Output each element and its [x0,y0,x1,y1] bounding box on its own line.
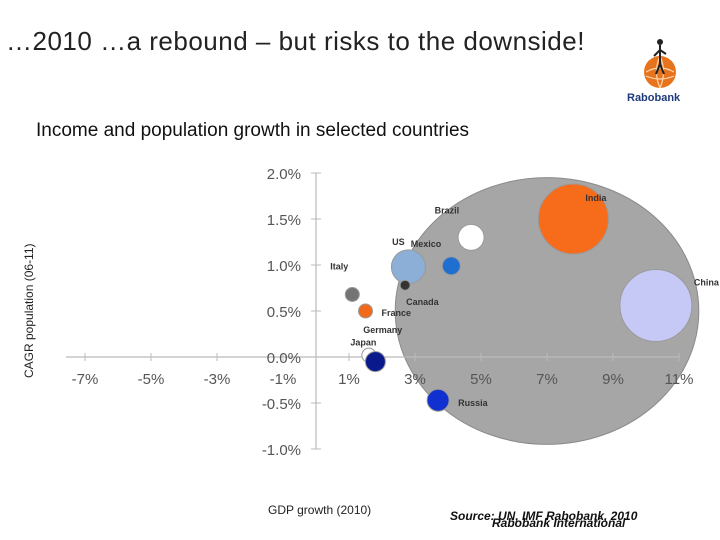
bubble-label-germany: Germany [363,325,402,335]
x-tick-label: -1% [270,371,297,388]
bubble-mexico [441,256,461,276]
bubble-label-france: France [382,308,412,318]
bubble-us [390,249,426,285]
x-tick-label: -3% [204,371,231,388]
bubble-japan [364,351,386,373]
bubble-label-canada: Canada [406,297,440,307]
y-tick-label: -1.0% [262,442,301,459]
bubble-italy [344,286,360,302]
x-tick-label: 9% [602,371,624,388]
bubble-label-brazil: Brazil [435,205,460,215]
source-note-org: Rabobank International [492,516,626,530]
y-tick-label: 2.0% [267,166,301,183]
bubble-label-china: China [694,277,720,287]
bubble-france [358,303,373,319]
x-tick-label: 7% [536,371,558,388]
x-tick-label: -5% [138,371,165,388]
y-tick-label: 0.0% [267,350,301,367]
bubble-label-russia: Russia [458,398,489,408]
bubble-canada [399,279,411,291]
y-tick-label: 1.0% [267,258,301,275]
bubble-russia [426,388,450,412]
source-note: Source: UN, IMF Rabobank, 2010 [450,509,638,523]
y-tick-label: -0.5% [262,396,301,413]
chart-title: Income and population growth in selected… [36,120,470,141]
bubble-label-japan: Japan [350,338,376,348]
bubble-china [619,268,693,342]
y-tick-label: 0.5% [267,304,301,321]
rabobank-logo-icon [644,39,676,89]
x-tick-label: 1% [338,371,360,388]
bubble-label-us: US [392,237,405,247]
slide-title: …2010 …a rebound – but risks to the down… [6,26,585,56]
logo-wordmark: Rabobank [627,92,681,104]
x-tick-label: 5% [470,371,492,388]
bubble-india [537,183,609,255]
bubble-label-india: India [585,193,607,203]
bubble-brazil [457,223,485,251]
y-tick-label: 1.5% [267,212,301,229]
x-tick-label: 11% [665,371,694,388]
bubble-label-italy: Italy [330,261,348,271]
bubble-label-mexico: Mexico [411,239,442,249]
x-axis-label: GDP growth (2010) [268,503,372,517]
x-tick-label: 3% [404,371,426,388]
x-tick-label: -7% [72,371,99,388]
